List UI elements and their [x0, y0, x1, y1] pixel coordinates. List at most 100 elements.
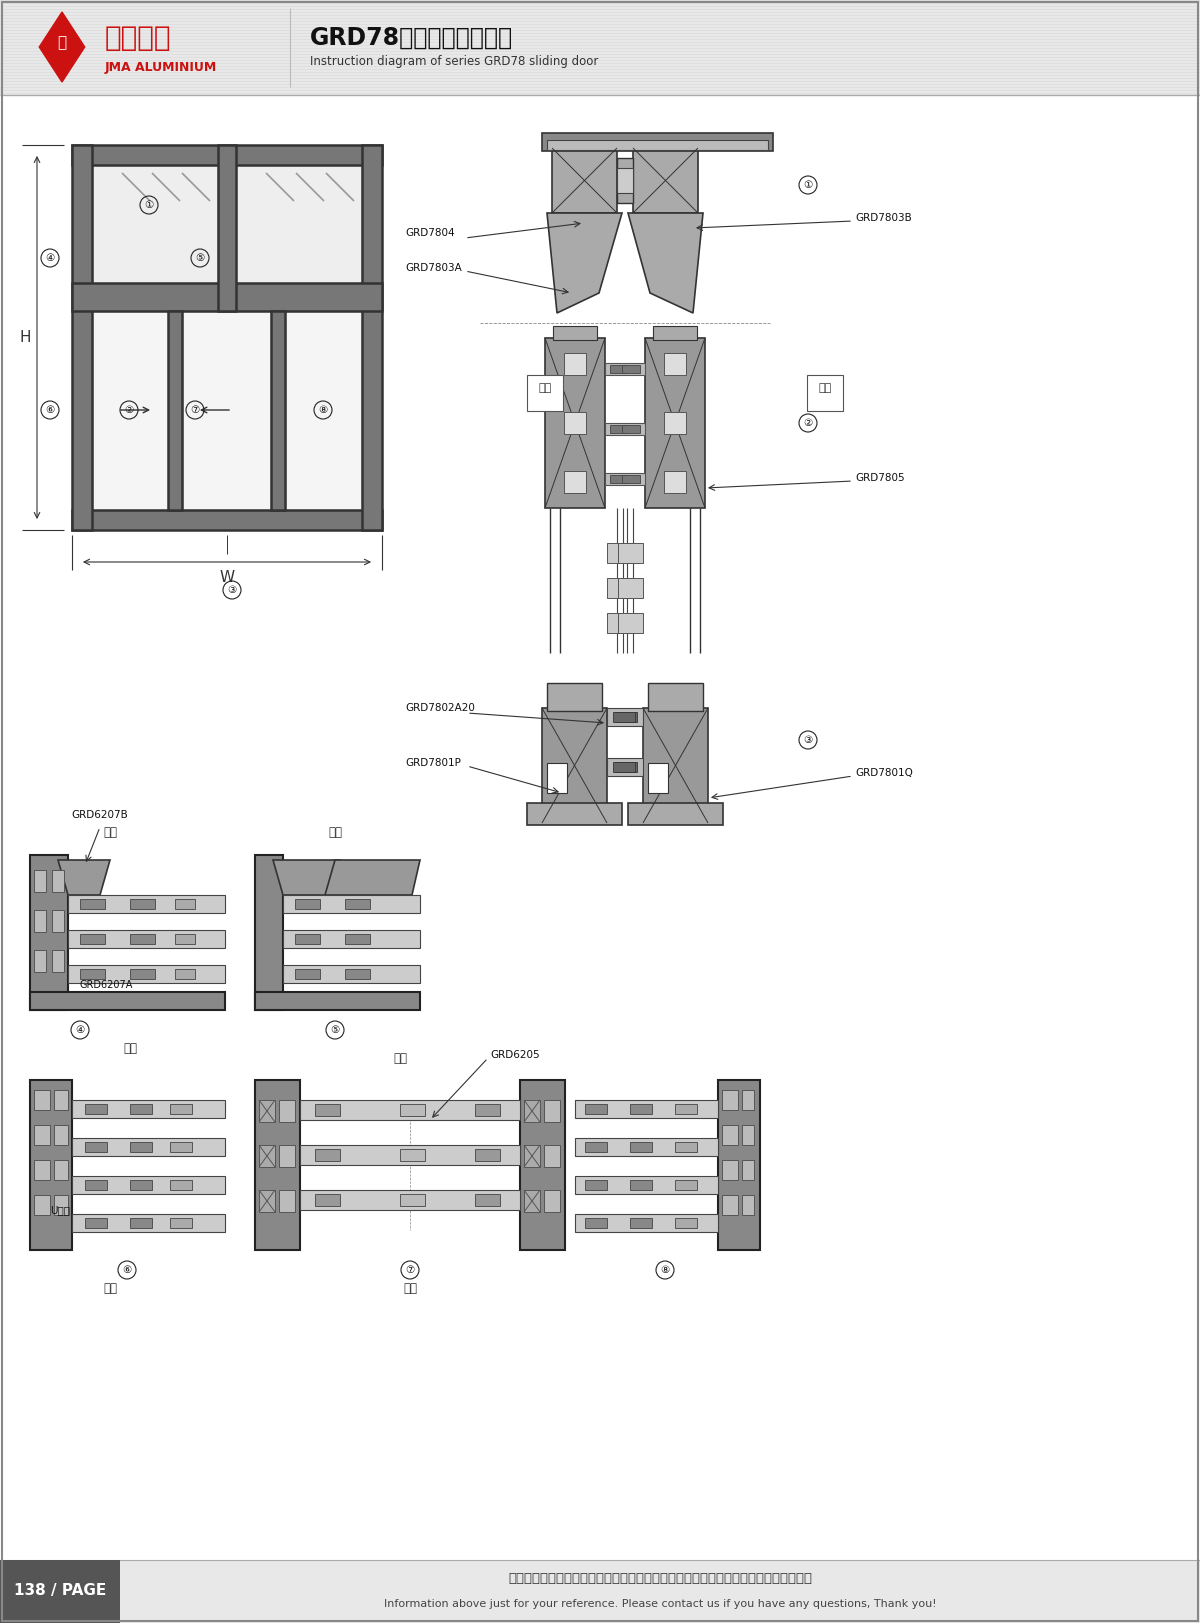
Bar — [54, 1091, 68, 1110]
Text: 室外: 室外 — [103, 1282, 118, 1295]
Text: Instruction diagram of series GRD78 sliding door: Instruction diagram of series GRD78 slid… — [310, 55, 599, 68]
Polygon shape — [628, 213, 703, 313]
Bar — [52, 949, 64, 972]
Bar — [295, 969, 320, 979]
Bar — [648, 763, 668, 794]
Bar — [630, 1104, 652, 1113]
Bar — [742, 1160, 754, 1180]
Bar — [610, 365, 628, 373]
Bar — [30, 992, 226, 1010]
Bar — [34, 911, 46, 932]
Bar — [646, 338, 706, 508]
Bar — [674, 1180, 697, 1190]
Bar — [553, 326, 598, 339]
Text: GRD7804: GRD7804 — [406, 227, 455, 239]
Bar — [175, 969, 194, 979]
Bar — [72, 1100, 226, 1118]
Bar — [175, 899, 194, 909]
Bar — [0, 1560, 1200, 1623]
Bar — [0, 0, 1200, 96]
Bar — [283, 894, 420, 914]
Bar — [664, 412, 686, 433]
Text: 室外: 室外 — [124, 1042, 137, 1055]
Bar — [722, 1160, 738, 1180]
Bar — [346, 969, 370, 979]
Bar — [130, 1104, 152, 1113]
Bar — [362, 144, 382, 531]
Bar — [130, 899, 155, 909]
Bar — [470, 140, 780, 870]
Bar — [742, 1195, 754, 1216]
Text: GRD7803B: GRD7803B — [854, 213, 912, 222]
Bar — [92, 312, 168, 510]
Bar — [586, 1104, 607, 1113]
Text: JMA ALUMINIUM: JMA ALUMINIUM — [106, 62, 217, 75]
Bar — [544, 1144, 560, 1167]
Bar — [722, 1195, 738, 1216]
Bar — [72, 144, 92, 531]
Bar — [34, 870, 46, 893]
Bar — [259, 1100, 275, 1121]
Bar — [653, 326, 697, 339]
Bar — [34, 1125, 50, 1144]
Text: ⑤: ⑤ — [330, 1026, 340, 1035]
Bar — [622, 425, 640, 433]
Bar — [175, 933, 194, 945]
Polygon shape — [40, 11, 85, 83]
Text: GRD6207A: GRD6207A — [80, 980, 133, 990]
Bar — [278, 1144, 295, 1167]
Bar — [34, 1091, 50, 1110]
Text: H: H — [19, 329, 31, 344]
Text: ①: ① — [144, 200, 154, 209]
Bar — [30, 855, 68, 1010]
Bar — [80, 969, 106, 979]
Text: ②: ② — [803, 419, 812, 428]
Bar — [613, 763, 635, 773]
Bar — [80, 899, 106, 909]
Bar — [130, 1143, 152, 1152]
Bar — [80, 933, 106, 945]
Bar — [808, 375, 842, 411]
Text: ⑥: ⑥ — [122, 1264, 132, 1276]
Bar — [520, 1079, 565, 1250]
Bar — [85, 1180, 107, 1190]
Bar — [72, 1214, 226, 1232]
Text: ①: ① — [803, 180, 812, 190]
Bar — [259, 1144, 275, 1167]
Polygon shape — [274, 860, 340, 894]
Bar — [72, 1138, 226, 1156]
Text: GRD7803A: GRD7803A — [406, 263, 462, 273]
Bar — [616, 763, 637, 773]
Text: U型槽: U型槽 — [50, 1204, 70, 1216]
Bar — [607, 613, 632, 633]
Text: 品: 品 — [58, 36, 66, 50]
Bar — [85, 1104, 107, 1113]
Bar — [616, 712, 637, 722]
Text: GRD7801Q: GRD7801Q — [854, 768, 913, 777]
Bar — [634, 148, 698, 213]
Bar — [618, 544, 643, 563]
Bar — [72, 144, 382, 166]
Bar — [648, 683, 703, 711]
Bar — [524, 1190, 540, 1212]
Bar — [300, 1144, 520, 1165]
Bar — [475, 1104, 500, 1117]
Bar — [643, 708, 708, 823]
Bar — [168, 312, 182, 510]
Bar — [524, 1100, 540, 1121]
Text: ⑤: ⑤ — [196, 253, 205, 263]
Bar — [54, 1160, 68, 1180]
Bar — [68, 966, 226, 984]
Bar — [622, 365, 640, 373]
Bar — [617, 169, 634, 193]
Bar — [475, 1149, 500, 1160]
Bar — [742, 1125, 754, 1144]
Bar — [542, 708, 607, 823]
Bar — [544, 1190, 560, 1212]
Bar — [586, 1180, 607, 1190]
Bar — [130, 1180, 152, 1190]
Text: 室内: 室内 — [539, 383, 552, 393]
Bar — [742, 1091, 754, 1110]
Bar — [85, 1217, 107, 1229]
Bar — [586, 1217, 607, 1229]
